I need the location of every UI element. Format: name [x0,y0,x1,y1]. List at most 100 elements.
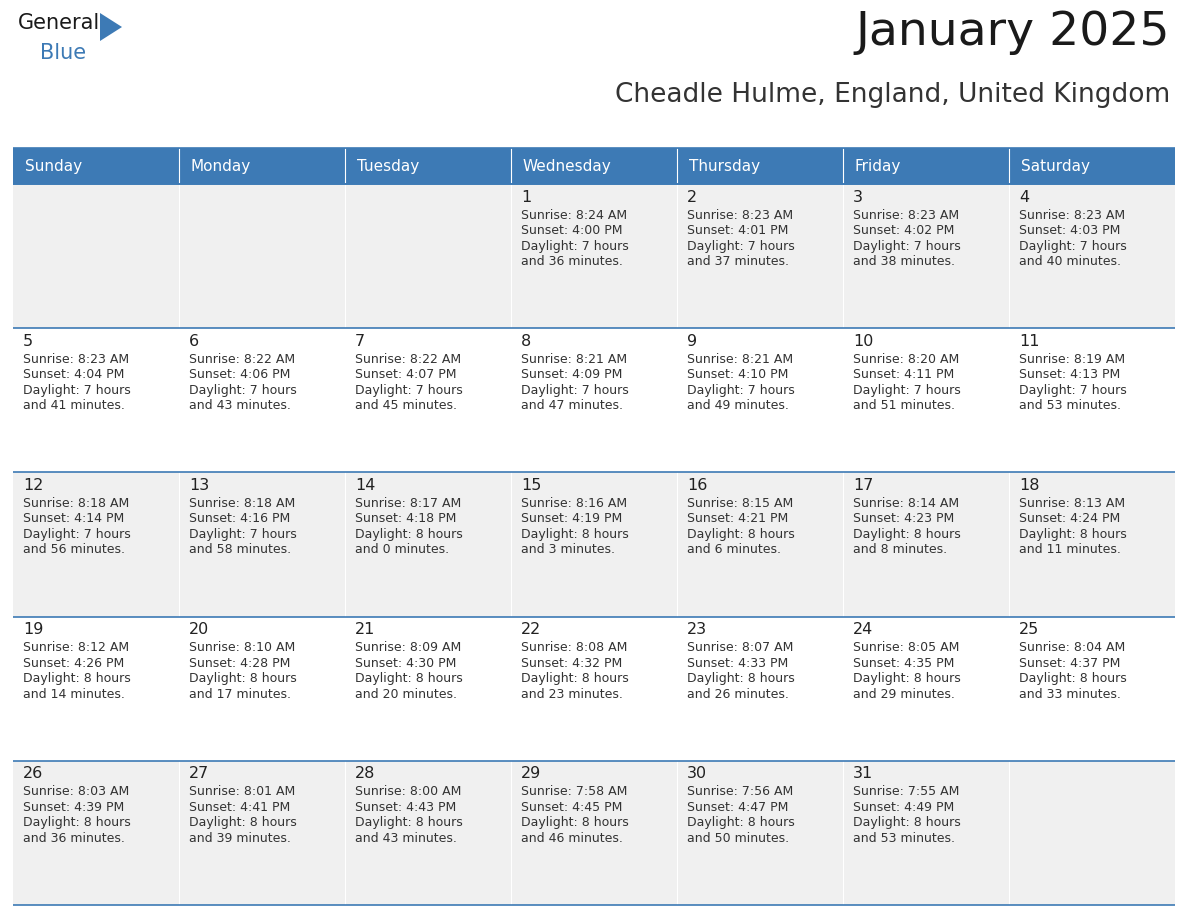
Text: 30: 30 [687,767,707,781]
Text: and 40 minutes.: and 40 minutes. [1019,255,1121,268]
Text: and 49 minutes.: and 49 minutes. [687,399,789,412]
Text: Sunrise: 8:05 AM: Sunrise: 8:05 AM [853,641,960,655]
Text: 31: 31 [853,767,873,781]
Text: Monday: Monday [190,159,251,174]
Text: Sunrise: 8:10 AM: Sunrise: 8:10 AM [189,641,295,655]
Text: Cheadle Hulme, England, United Kingdom: Cheadle Hulme, England, United Kingdom [614,82,1170,108]
Text: and 8 minutes.: and 8 minutes. [853,543,947,556]
Text: Sunset: 4:21 PM: Sunset: 4:21 PM [687,512,788,525]
FancyBboxPatch shape [13,148,179,184]
Text: Daylight: 7 hours: Daylight: 7 hours [522,384,628,397]
Text: Sunrise: 8:07 AM: Sunrise: 8:07 AM [687,641,794,655]
FancyBboxPatch shape [1009,148,1175,184]
Text: and 53 minutes.: and 53 minutes. [1019,399,1121,412]
Text: and 50 minutes.: and 50 minutes. [687,832,789,845]
FancyBboxPatch shape [179,473,345,617]
Text: Daylight: 8 hours: Daylight: 8 hours [687,816,795,829]
Text: Daylight: 7 hours: Daylight: 7 hours [355,384,462,397]
Text: and 23 minutes.: and 23 minutes. [522,688,623,700]
FancyBboxPatch shape [677,148,843,184]
Text: and 0 minutes.: and 0 minutes. [355,543,449,556]
Text: and 17 minutes.: and 17 minutes. [189,688,291,700]
Text: Sunrise: 8:03 AM: Sunrise: 8:03 AM [23,785,129,799]
Text: Daylight: 8 hours: Daylight: 8 hours [189,816,297,829]
Text: and 37 minutes.: and 37 minutes. [687,255,789,268]
FancyBboxPatch shape [179,329,345,473]
FancyBboxPatch shape [179,617,345,761]
Text: Daylight: 8 hours: Daylight: 8 hours [853,816,961,829]
Text: Sunrise: 7:56 AM: Sunrise: 7:56 AM [687,785,794,799]
FancyBboxPatch shape [843,148,1009,184]
Text: Sunset: 4:32 PM: Sunset: 4:32 PM [522,656,623,669]
Text: Sunset: 4:30 PM: Sunset: 4:30 PM [355,656,456,669]
Text: Wednesday: Wednesday [523,159,612,174]
Text: Daylight: 7 hours: Daylight: 7 hours [687,384,795,397]
Text: and 56 minutes.: and 56 minutes. [23,543,125,556]
Text: Sunrise: 8:22 AM: Sunrise: 8:22 AM [189,353,295,365]
Text: Sunset: 4:09 PM: Sunset: 4:09 PM [522,368,623,381]
Text: 11: 11 [1019,334,1040,349]
Text: Sunday: Sunday [25,159,82,174]
Text: 19: 19 [23,622,43,637]
FancyBboxPatch shape [843,329,1009,473]
Text: 12: 12 [23,478,43,493]
Text: and 20 minutes.: and 20 minutes. [355,688,457,700]
Text: 26: 26 [23,767,43,781]
Text: Saturday: Saturday [1020,159,1089,174]
Text: Sunset: 4:11 PM: Sunset: 4:11 PM [853,368,954,381]
Text: Sunset: 4:06 PM: Sunset: 4:06 PM [189,368,290,381]
Text: Sunset: 4:49 PM: Sunset: 4:49 PM [853,800,954,813]
Text: 22: 22 [522,622,542,637]
Text: Thursday: Thursday [689,159,760,174]
Text: 5: 5 [23,334,33,349]
FancyBboxPatch shape [1009,761,1175,905]
Text: General: General [18,13,100,33]
Text: Sunset: 4:13 PM: Sunset: 4:13 PM [1019,368,1120,381]
Text: Sunset: 4:16 PM: Sunset: 4:16 PM [189,512,290,525]
FancyBboxPatch shape [1009,184,1175,329]
FancyBboxPatch shape [345,473,511,617]
Text: Sunset: 4:04 PM: Sunset: 4:04 PM [23,368,125,381]
FancyBboxPatch shape [345,148,511,184]
Text: Sunset: 4:00 PM: Sunset: 4:00 PM [522,224,623,237]
FancyBboxPatch shape [511,761,677,905]
FancyBboxPatch shape [843,761,1009,905]
Text: and 39 minutes.: and 39 minutes. [189,832,291,845]
Text: Sunrise: 8:18 AM: Sunrise: 8:18 AM [189,497,295,509]
Text: and 41 minutes.: and 41 minutes. [23,399,125,412]
Text: Sunrise: 7:55 AM: Sunrise: 7:55 AM [853,785,960,799]
Text: and 11 minutes.: and 11 minutes. [1019,543,1120,556]
FancyBboxPatch shape [13,473,179,617]
Text: 7: 7 [355,334,365,349]
Text: Sunset: 4:37 PM: Sunset: 4:37 PM [1019,656,1120,669]
FancyBboxPatch shape [511,148,677,184]
Text: Daylight: 8 hours: Daylight: 8 hours [853,528,961,541]
Text: 3: 3 [853,189,862,205]
Text: Blue: Blue [40,43,86,63]
Text: Daylight: 8 hours: Daylight: 8 hours [355,816,462,829]
Text: and 58 minutes.: and 58 minutes. [189,543,291,556]
Text: Sunrise: 8:16 AM: Sunrise: 8:16 AM [522,497,627,509]
Text: Sunrise: 8:09 AM: Sunrise: 8:09 AM [355,641,461,655]
Text: Sunset: 4:07 PM: Sunset: 4:07 PM [355,368,456,381]
FancyBboxPatch shape [511,184,677,329]
Text: Sunset: 4:41 PM: Sunset: 4:41 PM [189,800,290,813]
Text: Daylight: 7 hours: Daylight: 7 hours [189,528,297,541]
Text: Sunrise: 8:08 AM: Sunrise: 8:08 AM [522,641,627,655]
Text: Sunset: 4:24 PM: Sunset: 4:24 PM [1019,512,1120,525]
Text: 1: 1 [522,189,531,205]
Text: 10: 10 [853,334,873,349]
Text: 6: 6 [189,334,200,349]
Text: 2: 2 [687,189,697,205]
Text: Daylight: 8 hours: Daylight: 8 hours [687,672,795,685]
Text: Sunrise: 8:24 AM: Sunrise: 8:24 AM [522,208,627,221]
Text: and 43 minutes.: and 43 minutes. [189,399,291,412]
Text: Sunrise: 8:20 AM: Sunrise: 8:20 AM [853,353,959,365]
Text: Daylight: 7 hours: Daylight: 7 hours [853,384,961,397]
FancyBboxPatch shape [13,617,179,761]
Text: and 33 minutes.: and 33 minutes. [1019,688,1120,700]
FancyBboxPatch shape [345,184,511,329]
Text: 13: 13 [189,478,209,493]
Text: Daylight: 8 hours: Daylight: 8 hours [522,672,628,685]
Text: 18: 18 [1019,478,1040,493]
